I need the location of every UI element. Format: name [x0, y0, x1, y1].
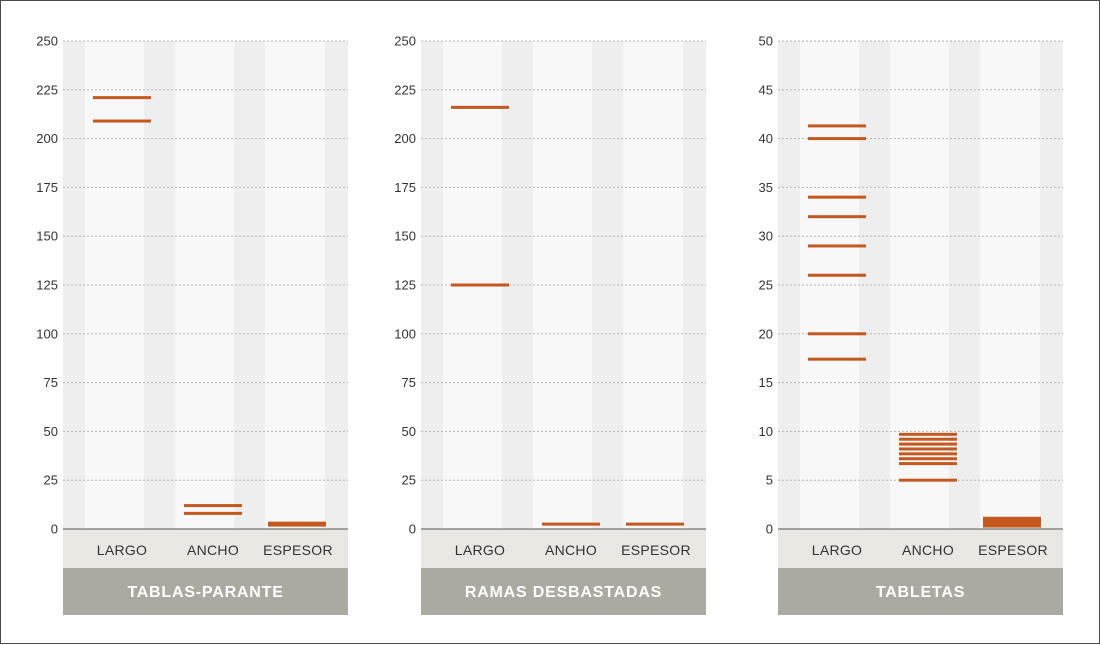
panel-0-category-label: LARGO [97, 542, 148, 558]
panel-2-y-tick-label: 40 [759, 131, 773, 146]
panel-2-category-label: LARGO [812, 542, 863, 558]
panel-0-y-tick-label: 0 [51, 522, 58, 537]
panel-2-mark [983, 518, 1041, 522]
panel-1-category-label: ESPESOR [621, 542, 691, 558]
panel-2-mark [899, 462, 957, 466]
panel-1-mark [626, 522, 684, 526]
panel-0-title-band [63, 568, 348, 615]
panel-1-y-tick-label: 25 [402, 473, 416, 488]
panel-1-category-label: LARGO [455, 542, 506, 558]
panel-2-category-band [778, 529, 1063, 568]
panel-1-y-tick-label: 75 [402, 375, 416, 390]
panel-0-category-label: ESPESOR [263, 542, 333, 558]
panel-2-category-label: ESPESOR [978, 542, 1048, 558]
panel-1-mark [451, 283, 509, 287]
panel-2-category-label: ANCHO [902, 542, 954, 558]
panel-0-mark [93, 96, 151, 100]
panel-0-mark [184, 504, 242, 508]
panel-1-y-tick-label: 0 [409, 522, 416, 537]
panel-2-mark [808, 273, 866, 277]
panel-2-mark [808, 195, 866, 199]
panel-0-mark [268, 521, 326, 525]
panel-1-category-label: ANCHO [545, 542, 597, 558]
panel-0-y-tick-label: 25 [44, 473, 58, 488]
panel-2-mark [899, 437, 957, 441]
panel-1-title: RAMAS DESBASTADAS [465, 584, 662, 601]
panel-1-mark [542, 522, 600, 526]
panel-2-mark [899, 452, 957, 456]
panel-2-mark [808, 332, 866, 336]
panel-2-y-tick-label: 30 [759, 229, 773, 244]
panel-0-y-tick-label: 225 [36, 82, 58, 97]
panel-0-y-tick-label: 125 [36, 278, 58, 293]
panel-1-y-tick-label: 225 [394, 82, 416, 97]
panel-2-mark [983, 524, 1041, 528]
panel-2-y-tick-label: 35 [759, 180, 773, 195]
panel-2-mark [808, 137, 866, 141]
panel-1-y-tick-label: 50 [402, 424, 416, 439]
panel-0-mark [184, 511, 242, 515]
panel-2-y-tick-label: 50 [759, 34, 773, 49]
panel-0-bg-column-0 [63, 41, 85, 529]
panel-2-mark [808, 244, 866, 248]
panel-2-y-tick-label: 20 [759, 326, 773, 341]
panel-1-y-tick-label: 200 [394, 131, 416, 146]
panel-0-y-tick-label: 200 [36, 131, 58, 146]
panel-1-y-tick-label: 175 [394, 180, 416, 195]
panel-0-y-tick-label: 250 [36, 34, 58, 49]
panel-2-y-tick-label: 25 [759, 278, 773, 293]
panel-2-title: TABLETAS [876, 584, 965, 601]
panel-0-mark [268, 523, 326, 527]
panel-1-mark [451, 105, 509, 109]
panel-2-mark [983, 516, 1041, 520]
panel-0-category-label: ANCHO [187, 542, 239, 558]
panel-1-y-tick-label: 125 [394, 278, 416, 293]
panel-1-y-tick-label: 250 [394, 34, 416, 49]
panel-0-y-tick-label: 50 [44, 424, 58, 439]
panel-0-title: TABLAS-PARANTE [127, 584, 283, 601]
panel-2-mark [808, 357, 866, 361]
panel-2-mark [899, 478, 957, 482]
panel-0-y-tick-label: 175 [36, 180, 58, 195]
panel-2-mark [899, 447, 957, 451]
panel-0-category-band [63, 529, 348, 568]
panel-2-mark [899, 442, 957, 446]
panel-2-title-band [778, 568, 1063, 615]
panel-2-mark [983, 520, 1041, 524]
panel-0-y-tick-label: 75 [44, 375, 58, 390]
panel-2-mark [808, 124, 866, 128]
panel-0-mark [93, 119, 151, 123]
panel-1-category-band [421, 529, 706, 568]
panel-2-mark [808, 215, 866, 219]
panel-1-y-tick-label: 150 [394, 229, 416, 244]
panel-1-bg-column-0 [421, 41, 443, 529]
panel-0-y-tick-label: 100 [36, 326, 58, 341]
panel-2-y-tick-label: 10 [759, 424, 773, 439]
panel-1-title-band [421, 568, 706, 615]
panel-2-bg-column-1 [800, 41, 859, 529]
panel-2-mark [899, 432, 957, 436]
panel-2-y-tick-label: 15 [759, 375, 773, 390]
panel-0-y-tick-label: 150 [36, 229, 58, 244]
panel-2-y-tick-label: 0 [766, 522, 773, 537]
panel-2-y-tick-label: 45 [759, 82, 773, 97]
panel-2-mark [983, 522, 1041, 526]
panel-2-y-tick-label: 5 [766, 473, 773, 488]
panel-1-y-tick-label: 100 [394, 326, 416, 341]
panel-2-mark [899, 457, 957, 461]
panel-2-bg-column-0 [778, 41, 800, 529]
